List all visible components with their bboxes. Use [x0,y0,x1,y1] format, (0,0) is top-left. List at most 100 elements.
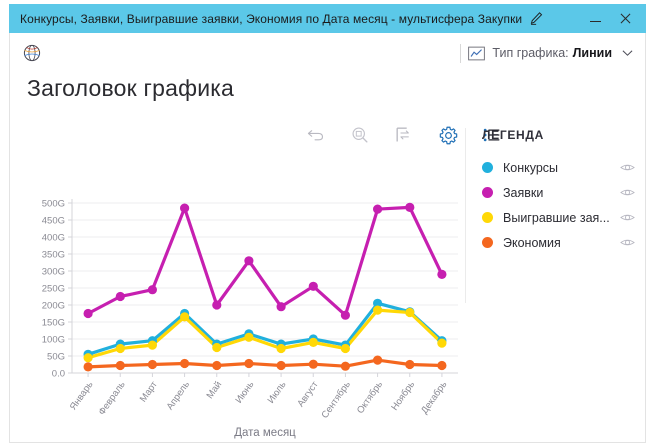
series-data-point[interactable] [276,302,286,312]
chart-legend: ЛЕГЕНДА Конкурсы Заявки [465,128,647,255]
series-line[interactable] [86,308,444,360]
series-data-point[interactable] [437,269,447,279]
series-data-point[interactable] [180,312,190,322]
y-axis-tick-label: 50G [47,351,65,362]
series-data-point[interactable] [244,256,254,266]
window-title: Конкурсы, Заявки, Выигравшие заявки, Эко… [20,11,523,26]
line-chart-svg[interactable]: 0.0 50G 100G 150G 200G 250G 300G 350G 400G 450G 50… [10,151,465,441]
x-axis-tick-label: Август [295,379,321,409]
y-axis-tick-label: 100G [42,334,65,345]
series-line[interactable] [86,301,444,356]
y-axis-tick-label: 400G [42,232,65,243]
series-data-point[interactable] [340,343,350,354]
y-axis-tick-label: 0.0 [52,368,65,379]
y-axis-tick-label: 450G [42,215,65,226]
close-icon [620,13,630,24]
series-data-point[interactable] [147,285,157,295]
series-data-point[interactable] [115,343,125,354]
series-line[interactable] [86,358,444,369]
series-data-point[interactable] [405,359,415,370]
close-button[interactable] [610,5,640,32]
series-data-point[interactable] [276,343,286,354]
legend-item-ekonomiya[interactable]: Экономия [465,230,647,255]
x-axis-tick-label: Апрель [165,379,193,412]
series-data-point[interactable] [83,353,93,363]
series-data-point[interactable] [437,360,447,371]
series-data-point[interactable] [340,361,350,371]
x-axis-tick-label: Сентябрь [319,379,352,420]
x-axis-tick-label: Октябрь [355,379,385,416]
chart-type-label: Тип графика: [492,46,569,60]
legend-divider [465,128,466,303]
minimize-button[interactable] [580,5,610,32]
series-data-point[interactable] [147,340,157,350]
y-axis-tick-label: 150G [42,317,65,328]
series-data-point[interactable] [308,337,318,347]
series-data-point[interactable] [83,362,93,372]
series-data-point[interactable] [180,358,190,369]
legend-item-zayavki[interactable]: Заявки [465,180,647,205]
zoom-icon[interactable] [350,125,370,145]
chart-type-selector[interactable]: Тип графика: Линии [460,41,633,65]
series-data-point[interactable] [180,203,190,213]
series-data-point[interactable] [373,305,383,315]
legend-color-swatch [482,162,493,173]
x-axis-tick-label: Ноябрь [389,379,417,412]
eye-icon[interactable] [619,187,635,198]
x-axis-tick-label: Январь [68,379,96,412]
chart-title: Заголовок графика [27,75,235,101]
legend-title: ЛЕГЕНДА [482,128,545,142]
x-axis-tick-label: Март [138,379,160,404]
series-data-point[interactable] [115,360,125,371]
toolbar-divider [460,43,462,63]
series-data-point[interactable] [405,307,415,318]
y-axis-tick-label: 350G [42,249,65,260]
eye-icon[interactable] [619,212,635,223]
pencil-icon[interactable] [529,11,544,26]
transpose-icon[interactable] [394,125,414,145]
series-data-point[interactable] [212,360,222,371]
series-data-point[interactable] [373,298,383,308]
y-axis-tick-label: 250G [42,283,65,294]
list-icon[interactable] [482,125,502,145]
legend-item-konkursy[interactable]: Конкурсы [465,155,647,180]
series-data-point[interactable] [308,281,318,291]
series-data-point[interactable] [244,358,254,369]
x-axis-tick-label: Февраль [97,379,128,417]
chart-type-value: Линии [572,46,612,60]
eye-icon[interactable] [619,162,635,173]
series-line[interactable] [86,205,444,317]
chevron-down-icon[interactable] [622,44,633,62]
window-body: Тип графика: Линии Заголовок графика [9,33,646,443]
series-data-point[interactable] [212,342,222,353]
eye-icon[interactable] [619,237,635,248]
x-axis-tick-label: Декабрь [419,379,449,416]
series-data-point[interactable] [276,360,286,371]
legend-item-label: Экономия [503,235,561,250]
series-data-point[interactable] [340,310,350,320]
series-data-point[interactable] [147,359,157,370]
window-titlebar: Конкурсы, Заявки, Выигравшие заявки, Эко… [9,4,646,33]
y-axis-tick-label: 300G [42,266,65,277]
series-data-point[interactable] [373,204,383,214]
legend-color-swatch [482,187,493,198]
series-data-point[interactable] [115,291,125,302]
plot-area[interactable]: 0.0 50G 100G 150G 200G 250G 300G 350G 400G 450G 50… [10,151,465,441]
legend-color-swatch [482,212,493,223]
series-data-point[interactable] [83,308,93,319]
undo-icon[interactable] [306,125,326,145]
legend-item-vyigravshie-zayavki[interactable]: Выигравшие зая... [465,205,647,230]
series-data-point[interactable] [437,338,447,348]
series-data-point[interactable] [373,355,383,365]
settings-gear-icon[interactable] [438,125,458,145]
legend-item-label: Выигравшие зая... [503,210,610,225]
series-data-point[interactable] [405,202,415,212]
y-axis-tick-label: 200G [42,300,65,311]
series-data-point[interactable] [308,359,318,369]
chart-toolbar [306,125,502,145]
top-toolbar: Тип графика: Линии [10,33,645,73]
x-axis-tick-label: Май [205,379,225,401]
series-data-point[interactable] [244,332,254,342]
sphere-icon[interactable] [21,42,43,64]
series-data-point[interactable] [212,300,222,310]
